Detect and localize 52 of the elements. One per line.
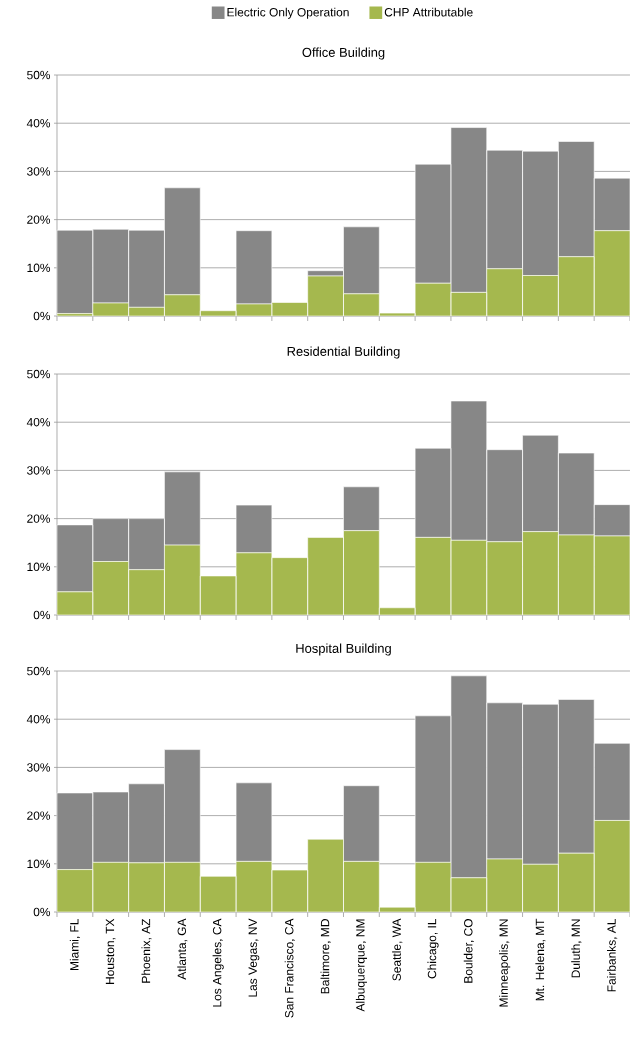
x-tick-label: Duluth, MN: [571, 919, 582, 978]
legend-label: Electric Only Operation: [227, 7, 349, 19]
y-tick-label: 30%: [26, 167, 50, 176]
x-tick-label: San Francisco, CA: [284, 918, 295, 1018]
bar: [414, 715, 452, 863]
y-tick-label: 40%: [26, 417, 50, 427]
y-tick-label: 30%: [26, 763, 50, 772]
y-tick-label: 20%: [26, 215, 50, 224]
chart-title: Office Building: [302, 47, 385, 60]
bar: [235, 861, 272, 913]
bar: [414, 282, 452, 317]
y-tick-label: 0%: [33, 311, 50, 321]
y-tick-label: 10%: [27, 562, 50, 572]
y-tick-label: 10%: [27, 859, 50, 869]
chart-title: Residential Building: [287, 346, 400, 359]
x-tick-label: Seattle, WA: [391, 918, 403, 981]
y-tick-label: 10%: [27, 263, 50, 273]
y-tick-label: 50%: [26, 369, 50, 379]
y-tick-label: 20%: [26, 514, 50, 523]
bar: [343, 785, 380, 862]
bar: [235, 504, 272, 554]
x-tick-label: Minneapolis, MN: [498, 919, 511, 1007]
y-tick-label: 0%: [33, 610, 50, 620]
bar: [235, 782, 272, 862]
y-tick-label: 0%: [33, 907, 50, 917]
x-tick-label: Boulder, CO: [463, 919, 474, 983]
x-tick-label: Houston, TX: [105, 918, 116, 984]
y-tick-label: 30%: [26, 466, 50, 475]
bar: [235, 230, 272, 305]
legend-label: CHP Attributable: [384, 7, 473, 17]
bar: [414, 537, 452, 616]
x-tick-label: Miami, FL: [69, 918, 80, 971]
x-tick-label: Baltimore, MD: [320, 919, 331, 994]
x-tick-label: Chicago, IL: [427, 918, 439, 979]
y-tick-label: 40%: [26, 714, 50, 724]
bar: [414, 447, 452, 538]
x-tick-label: Los Angeles, CA: [212, 918, 224, 1007]
y-tick-label: 40%: [26, 118, 50, 128]
y-tick-label: 50%: [26, 666, 50, 676]
bar: [414, 163, 452, 284]
bar: [414, 862, 451, 913]
chart-title: Hospital Building: [296, 643, 391, 656]
y-tick-label: 20%: [26, 811, 50, 820]
x-tick-label: Mt. Helena, MT: [535, 918, 546, 1001]
x-tick-label: Fairbanks, AL: [606, 918, 617, 992]
bar: [343, 486, 380, 531]
y-tick-label: 50%: [26, 70, 50, 80]
bar: [235, 552, 272, 616]
x-tick-label: Las Vegas, NV: [248, 918, 260, 997]
x-tick-label: Phoenix, AZ: [141, 918, 152, 983]
x-tick-label: Atlanta, GA: [177, 918, 188, 980]
x-tick-label: Albuquerque, NM: [355, 919, 367, 1012]
